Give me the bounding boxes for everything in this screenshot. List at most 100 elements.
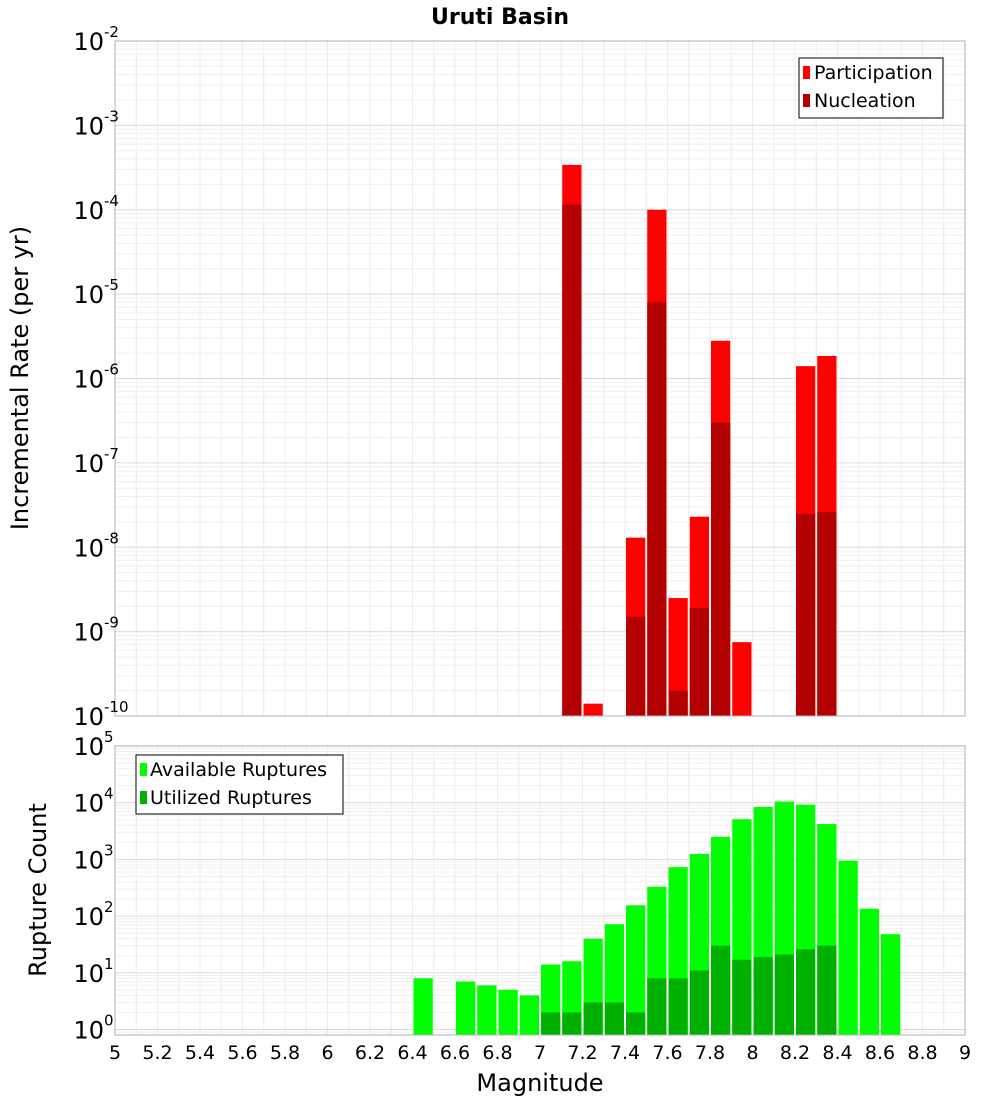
- rate-y-tick-base: 10: [73, 197, 104, 225]
- utilized-ruptures-bar: [668, 978, 688, 1035]
- x-tick-label: 7.4: [610, 1042, 640, 1064]
- rate-y-tick-exponent: -7: [104, 445, 119, 463]
- x-tick-label: 8.4: [822, 1042, 852, 1064]
- utilized-ruptures-bar: [604, 1002, 624, 1035]
- utilized-ruptures-bar: [689, 970, 709, 1035]
- available-legend-label: Available Ruptures: [150, 759, 327, 781]
- chart-title: Uruti Basin: [431, 5, 569, 30]
- rate-plot-border: [114, 40, 966, 717]
- utilized-ruptures-bar: [541, 1012, 561, 1035]
- available-ruptures-bar: [456, 981, 476, 1035]
- count-y-tick-base: 10: [73, 846, 104, 874]
- participation-legend-label: Participation: [814, 62, 933, 84]
- available-ruptures-bar: [519, 995, 539, 1035]
- rate-y-tick-exponent: -5: [104, 276, 119, 294]
- x-tick-label: 5.4: [185, 1042, 215, 1064]
- count-y-axis-label: Rupture Count: [24, 803, 52, 977]
- x-tick-label: 5: [109, 1042, 121, 1064]
- available-legend-swatch: [140, 763, 147, 776]
- utilized-ruptures-bar: [774, 954, 794, 1035]
- x-tick-label: 5.6: [227, 1042, 257, 1064]
- utilized-ruptures-bar: [626, 1012, 646, 1035]
- utilized-ruptures-bar: [562, 1012, 582, 1035]
- nucleation-bar: [689, 608, 709, 716]
- count-y-tick-base: 10: [73, 790, 104, 818]
- rate-y-tick-base: 10: [73, 619, 104, 647]
- rate-y-tick-base: 10: [73, 28, 104, 56]
- available-ruptures-bar: [838, 860, 858, 1035]
- rate-y-tick-exponent: -9: [104, 614, 119, 632]
- rate-y-tick-exponent: -4: [104, 192, 119, 210]
- participation-bar: [583, 703, 603, 716]
- count-y-tick-base: 10: [73, 903, 104, 931]
- rate-y-tick-exponent: -6: [104, 361, 119, 379]
- available-ruptures-bar: [626, 905, 646, 1035]
- available-ruptures-bar: [859, 908, 879, 1035]
- count-y-tick-exponent: 5: [104, 728, 114, 746]
- rate-y-tick-base: 10: [73, 450, 104, 478]
- rate-y-tick-exponent: -2: [104, 23, 119, 41]
- participation-legend-swatch: [803, 66, 810, 79]
- x-axis-label: Magnitude: [476, 1069, 603, 1097]
- utilized-ruptures-bar: [583, 1002, 603, 1035]
- x-tick-label: 6: [321, 1042, 333, 1064]
- rate-y-tick-exponent: -3: [104, 107, 119, 125]
- x-tick-label: 6.8: [482, 1042, 512, 1064]
- x-tick-label: 9: [959, 1042, 971, 1064]
- available-ruptures-bar: [498, 989, 518, 1035]
- x-tick-label: 8: [746, 1042, 758, 1064]
- x-tick-label: 5.8: [270, 1042, 300, 1064]
- count-legend: Available Ruptures Utilized Ruptures: [135, 754, 344, 815]
- rate-y-tick-base: 10: [73, 281, 104, 309]
- x-tick-label: 7: [534, 1042, 546, 1064]
- x-tick-label: 8.2: [780, 1042, 810, 1064]
- count-y-tick-base: 10: [73, 1017, 104, 1045]
- x-tick-label: 5.2: [142, 1042, 172, 1064]
- rate-legend-box: [798, 57, 944, 119]
- count-y-tick-base: 10: [73, 960, 104, 988]
- rate-grid: [114, 40, 966, 717]
- nucleation-bar: [626, 616, 646, 716]
- nucleation-bar: [647, 302, 667, 716]
- count-y-tick-exponent: 0: [104, 1012, 114, 1030]
- nucleation-bar: [562, 204, 582, 717]
- available-ruptures-bar: [413, 978, 433, 1035]
- x-tick-label: 7.2: [567, 1042, 597, 1064]
- rate-y-tick-base: 10: [73, 366, 104, 394]
- utilized-ruptures-bar: [647, 978, 667, 1035]
- count-bars: [413, 801, 901, 1035]
- rate-y-tick-exponent: -10: [104, 698, 129, 716]
- rate-y-tick-base: 10: [73, 703, 104, 731]
- utilized-ruptures-bar: [711, 945, 731, 1035]
- rate-y-tick-exponent: -8: [104, 529, 119, 547]
- count-plot-border: [114, 745, 966, 1036]
- utilized-ruptures-bar: [753, 956, 773, 1035]
- x-tick-label: 8.8: [907, 1042, 937, 1064]
- nucleation-bar: [711, 422, 731, 716]
- count-legend-box: [135, 754, 344, 815]
- available-ruptures-bar: [881, 934, 901, 1035]
- x-tick-label: 6.4: [397, 1042, 427, 1064]
- participation-bar: [732, 642, 752, 716]
- nucleation-bar: [668, 690, 688, 716]
- rate-y-tick-base: 10: [73, 112, 104, 140]
- rate-y-axis-label: Incremental Rate (per yr): [6, 226, 34, 530]
- nucleation-bar: [817, 512, 837, 716]
- x-tick-label: 7.6: [652, 1042, 682, 1064]
- x-tick-label: 8.6: [865, 1042, 895, 1064]
- rate-legend: Participation Nucleation: [798, 57, 944, 119]
- count-y-tick-exponent: 1: [104, 955, 114, 973]
- count-y-tick-exponent: 2: [104, 898, 114, 916]
- utilized-legend-swatch: [140, 791, 147, 804]
- nucleation-legend-label: Nucleation: [814, 90, 916, 112]
- x-tick-label: 7.8: [695, 1042, 725, 1064]
- count-y-tick-exponent: 4: [104, 785, 114, 803]
- x-tick-labels: 5 5.2 5.4 5.6 5.8 6 6.2 6.4 6.6 6.8 7 7.2 7.4 7.6 7.8 8…: [109, 1042, 971, 1064]
- x-tick-label: 6.2: [355, 1042, 385, 1064]
- nucleation-bar: [796, 513, 816, 716]
- count-y-tick-exponent: 3: [104, 841, 114, 859]
